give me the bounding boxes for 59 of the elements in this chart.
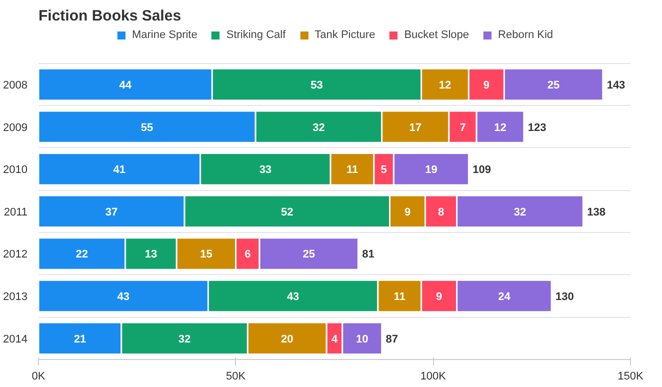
data-label: 12 xyxy=(494,122,506,134)
data-label: 32 xyxy=(312,122,325,134)
total-label: 81 xyxy=(362,248,374,261)
x-tick-label: 50K xyxy=(226,370,246,382)
data-label: 4 xyxy=(331,333,338,346)
data-label: 8 xyxy=(438,206,444,218)
legend-label: Reborn Kid xyxy=(498,29,554,41)
legend-label: Tank Picture xyxy=(314,29,376,41)
data-label: 41 xyxy=(113,164,126,176)
data-label: 25 xyxy=(547,80,560,92)
data-label: 7 xyxy=(460,122,466,134)
chart-title: Fiction Books Sales xyxy=(38,8,182,24)
legend-label: Striking Calf xyxy=(226,29,286,41)
data-label: 13 xyxy=(144,248,158,261)
x-tick-label: 0K xyxy=(32,370,46,382)
data-label: 52 xyxy=(281,206,294,218)
total-label: 143 xyxy=(606,80,626,92)
data-label: 24 xyxy=(498,291,512,304)
y-tick-label: 2011 xyxy=(4,206,28,218)
data-label: 9 xyxy=(436,291,442,304)
data-label: 37 xyxy=(105,206,118,218)
total-label: 123 xyxy=(528,122,546,134)
data-label: 15 xyxy=(200,248,212,261)
y-tick-label: 2009 xyxy=(3,122,28,134)
data-label: 9 xyxy=(483,80,490,92)
data-label: 11 xyxy=(394,291,406,304)
data-label: 53 xyxy=(310,80,323,92)
data-label: 9 xyxy=(404,206,411,218)
y-tick-label: 2012 xyxy=(3,248,28,261)
data-label: 43 xyxy=(117,291,130,304)
data-label: 32 xyxy=(178,333,191,346)
y-tick-label: 2013 xyxy=(3,291,28,304)
data-label: 33 xyxy=(259,164,272,176)
data-label: 44 xyxy=(119,80,132,92)
data-label: 21 xyxy=(74,333,86,346)
total-label: 87 xyxy=(386,333,398,346)
data-label: 25 xyxy=(302,248,315,261)
y-tick-label: 2010 xyxy=(3,164,28,176)
total-label: 138 xyxy=(587,206,606,218)
data-label: 43 xyxy=(286,291,300,304)
data-label: 11 xyxy=(346,164,358,176)
legend-label: Bucket Slope xyxy=(404,29,470,41)
data-label: 6 xyxy=(244,248,251,261)
data-label: 5 xyxy=(380,164,387,176)
data-label: 12 xyxy=(438,80,452,92)
total-label: 109 xyxy=(472,164,491,176)
legend-label: Marine Sprite xyxy=(132,29,198,41)
total-label: 130 xyxy=(556,291,574,304)
data-label: 10 xyxy=(356,333,368,346)
data-label: 20 xyxy=(281,333,294,346)
y-tick-label: 2008 xyxy=(3,80,28,92)
data-label: 32 xyxy=(514,206,526,218)
data-label: 22 xyxy=(76,248,88,261)
data-label: 55 xyxy=(140,122,154,134)
y-tick-label: 2014 xyxy=(3,333,28,346)
x-tick-label: 150K xyxy=(618,370,644,382)
x-tick-label: 100K xyxy=(420,370,447,382)
data-label: 17 xyxy=(409,122,422,134)
data-label: 19 xyxy=(425,164,438,176)
